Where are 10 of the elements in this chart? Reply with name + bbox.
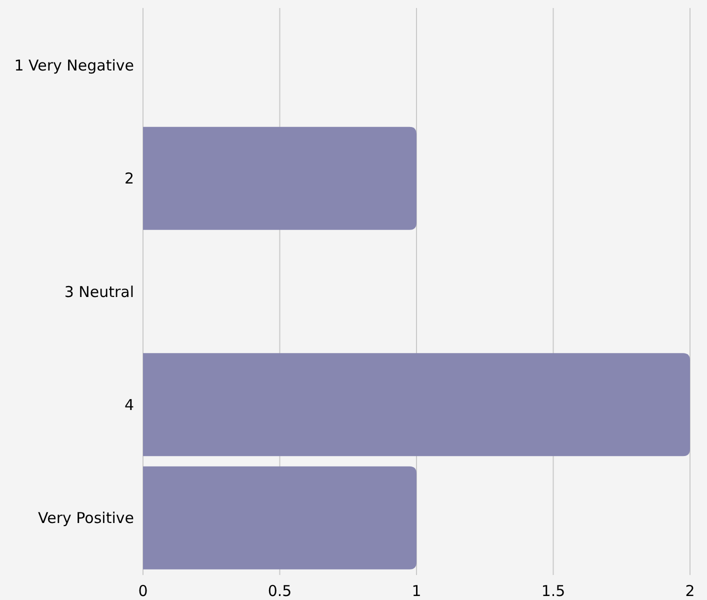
x-tick-label: 1.5 [541,582,566,600]
y-tick-label: 2 [124,170,134,188]
x-tick-label: 0.5 [268,582,292,600]
x-tick-label: 2 [685,582,695,600]
y-tick-label: 1 Very Negative [14,56,134,74]
y-tick-label: 4 [124,396,134,414]
y-tick-label: Very Positive [38,509,134,528]
x-tick-label: 0 [138,582,148,600]
y-tick-label: 3 Neutral [64,282,134,301]
x-tick-label: 1 [412,582,422,600]
